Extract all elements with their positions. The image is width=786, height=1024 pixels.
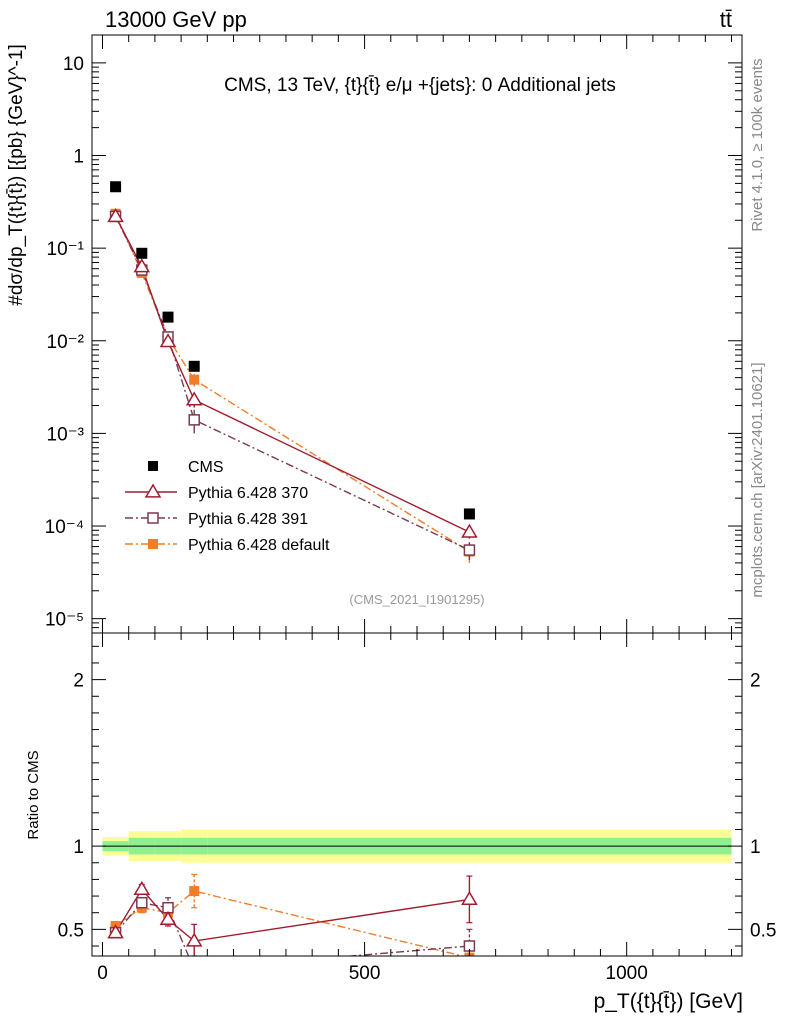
process-label: tt̄ <box>720 7 732 32</box>
marker-square <box>136 247 148 259</box>
y-tick-label: 10⁻³ <box>47 424 85 445</box>
marker-square-open <box>136 896 148 909</box>
marker-square <box>148 539 158 549</box>
y-tick-label: 0.5 <box>58 920 84 941</box>
marker-square-open <box>147 512 159 524</box>
y-tick-label: 10⁻⁵ <box>45 610 84 631</box>
legend: CMS Pythia 6.428 370 Pythia 6.428 391 Pythi… <box>125 459 330 554</box>
rivet-version-label: Rivet 4.1.0, ≥ 100k events <box>749 58 766 231</box>
marker-square-open <box>463 544 476 556</box>
legend-label: Pythia 6.428 370 <box>188 485 308 502</box>
y-tick-label: 2 <box>73 671 84 692</box>
y-tick-label: 10⁻⁴ <box>45 517 84 538</box>
marker-square <box>110 181 122 193</box>
main-y-axis-label: #dσ/dp_T({t}{t̄}) [{pb} {GeV}^-1] <box>6 44 27 306</box>
marker-square <box>188 360 200 372</box>
ratio-y-axis: 0.5 0.5 1 1 2 2 <box>58 645 776 947</box>
main-y-axis: 10⁻⁵ 10⁻⁴ 10⁻³ 10⁻² 10⁻¹ 1 10 <box>45 34 742 634</box>
x-tick-label: 500 <box>349 963 381 984</box>
marker-square <box>463 508 475 520</box>
x-tick-label: 0 <box>97 963 108 984</box>
marker-square <box>189 886 200 897</box>
marker-square-open <box>188 414 200 426</box>
analysis-watermark: (CMS_2021_I1901295) <box>349 592 484 607</box>
marker-triangle-open <box>144 483 162 498</box>
x-tick-label: 1000 <box>606 963 648 984</box>
y-tick-label: 1 <box>73 837 84 858</box>
legend-label: CMS <box>188 459 224 476</box>
marker-triangle-open <box>133 258 151 273</box>
ratio-x-axis: 0 500 1000 <box>97 633 733 984</box>
source-label: mcplots.cern.ch [arXiv:2401.10621] <box>749 362 766 597</box>
marker-triangle-open <box>159 910 177 926</box>
y-tick-label: 10 <box>63 54 84 75</box>
y-tick-label: 1 <box>73 147 84 168</box>
legend-label: Pythia 6.428 391 <box>188 511 308 528</box>
y-tick-label-right: 2 <box>750 671 761 692</box>
y-tick-label: 10⁻² <box>47 332 85 353</box>
marker-triangle-open <box>461 523 478 538</box>
main-x-axis <box>101 35 733 633</box>
marker-square <box>189 374 200 385</box>
energy-label: 13000 GeV pp <box>105 7 247 32</box>
main-title: CMS, 13 TeV, {t}{t̄} e/μ +{jets}: 0 Addi… <box>224 75 616 96</box>
y-tick-label: 10⁻¹ <box>47 239 85 260</box>
ratio-plot-content <box>102 829 732 956</box>
main-panel: 10⁻⁵ 10⁻⁴ 10⁻³ 10⁻² 10⁻¹ 1 10 CMS, 13 TeV, {t}… <box>6 34 743 634</box>
y-tick-label-right: 0.5 <box>750 920 776 941</box>
marker-triangle-open <box>185 391 203 406</box>
marker-triangle-open <box>185 932 203 947</box>
marker-triangle-open <box>107 924 124 939</box>
ratio-panel: 0.5 0.5 1 1 2 2 0 500 1000 Ratio to CMS p_T({t}… <box>25 632 776 1013</box>
ratio-y-axis-label: Ratio to CMS <box>25 750 42 839</box>
main-plot-content <box>107 181 478 563</box>
marker-square <box>162 311 174 323</box>
ratio-series-line <box>115 890 466 956</box>
x-axis-label: p_T({t}{t̄}) [GeV] <box>594 990 743 1013</box>
legend-label: Pythia 6.428 default <box>188 537 330 554</box>
marker-square <box>148 461 158 471</box>
y-tick-label-right: 1 <box>750 837 761 858</box>
marker-triangle-open <box>133 880 151 896</box>
marker-triangle-open <box>159 333 177 348</box>
marker-triangle-open <box>461 890 478 906</box>
marker-triangle-open <box>107 207 124 223</box>
